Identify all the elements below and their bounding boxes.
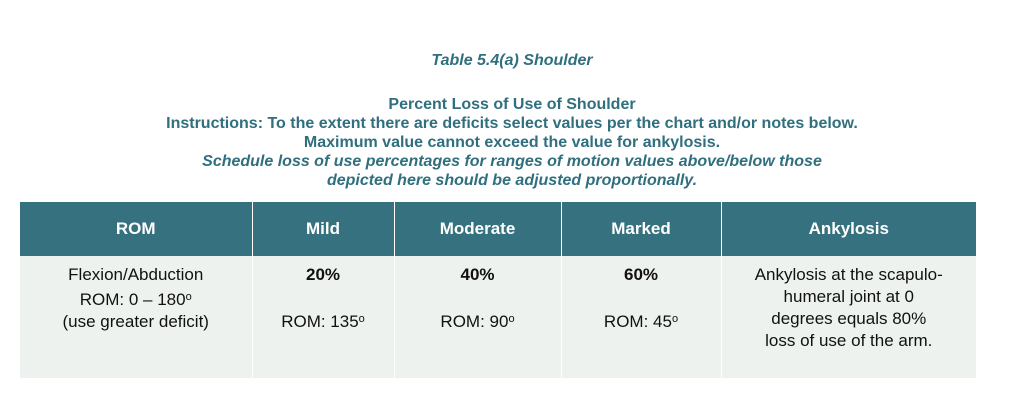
mild-rom-text: ROM: 135 [281, 312, 359, 331]
marked-rom-text: ROM: 45 [603, 312, 672, 331]
cell-mild: 20% ROM: 135o [252, 256, 395, 378]
ankylosis-line2: humeral joint at 0 [783, 287, 914, 306]
heading-title: Percent Loss of Use of Shoulder [388, 96, 636, 113]
degree-mark: o [185, 291, 192, 303]
degree-mark: o [671, 313, 679, 325]
mild-percent: 20% [305, 265, 341, 284]
table-caption: Table 5.4(a) Shoulder [431, 52, 593, 69]
rom-range-text: ROM: 0 – 180 [79, 290, 186, 309]
header-ankylosis: Ankylosis [721, 202, 976, 256]
marked-percent: 60% [623, 265, 659, 284]
cell-marked: 60% ROM: 45o [561, 256, 722, 378]
cell-moderate: 40% ROM: 90o [394, 256, 562, 378]
heading-schedule-line2: depicted here should be adjusted proport… [326, 172, 698, 189]
cell-rom: Flexion/Abduction ROM: 0 – 180o (use gre… [20, 256, 253, 378]
moderate-rom: ROM: 90o [399, 308, 557, 333]
table-heading: Percent Loss of Use of Shoulder Instruct… [0, 95, 1024, 190]
header-mild: Mild [252, 202, 395, 256]
moderate-percent: 40% [460, 265, 495, 284]
shoulder-loss-table: ROM Mild Moderate Marked Ankylosis Flexi… [20, 202, 976, 378]
mild-rom: ROM: 135o [257, 308, 390, 333]
degree-mark: o [358, 313, 365, 325]
rom-line1: Flexion/Abduction [68, 265, 204, 284]
ankylosis-line1: Ankylosis at the scapulo- [754, 265, 943, 284]
ankylosis-line3: degrees equals 80% [771, 309, 927, 328]
header-rom: ROM [20, 202, 253, 256]
heading-instructions: Instructions: To the extent there are de… [166, 115, 858, 132]
rom-line3: (use greater deficit) [62, 312, 209, 331]
heading-maximum: Maximum value cannot exceed the value fo… [303, 134, 721, 151]
table-row: Flexion/Abduction ROM: 0 – 180o (use gre… [20, 256, 976, 378]
header-moderate: Moderate [394, 202, 562, 256]
heading-schedule-line1: Schedule loss of use percentages for ran… [202, 153, 822, 170]
ankylosis-line4: loss of use of the arm. [765, 331, 933, 350]
cell-ankylosis: Ankylosis at the scapulo- humeral joint … [721, 256, 976, 378]
degree-mark: o [508, 313, 515, 325]
rom-line2: ROM: 0 – 180o [24, 286, 248, 311]
header-marked: Marked [561, 202, 722, 256]
marked-rom: ROM: 45o [566, 308, 717, 333]
moderate-rom-text: ROM: 90 [440, 312, 509, 331]
table-header-row: ROM Mild Moderate Marked Ankylosis [20, 202, 976, 256]
